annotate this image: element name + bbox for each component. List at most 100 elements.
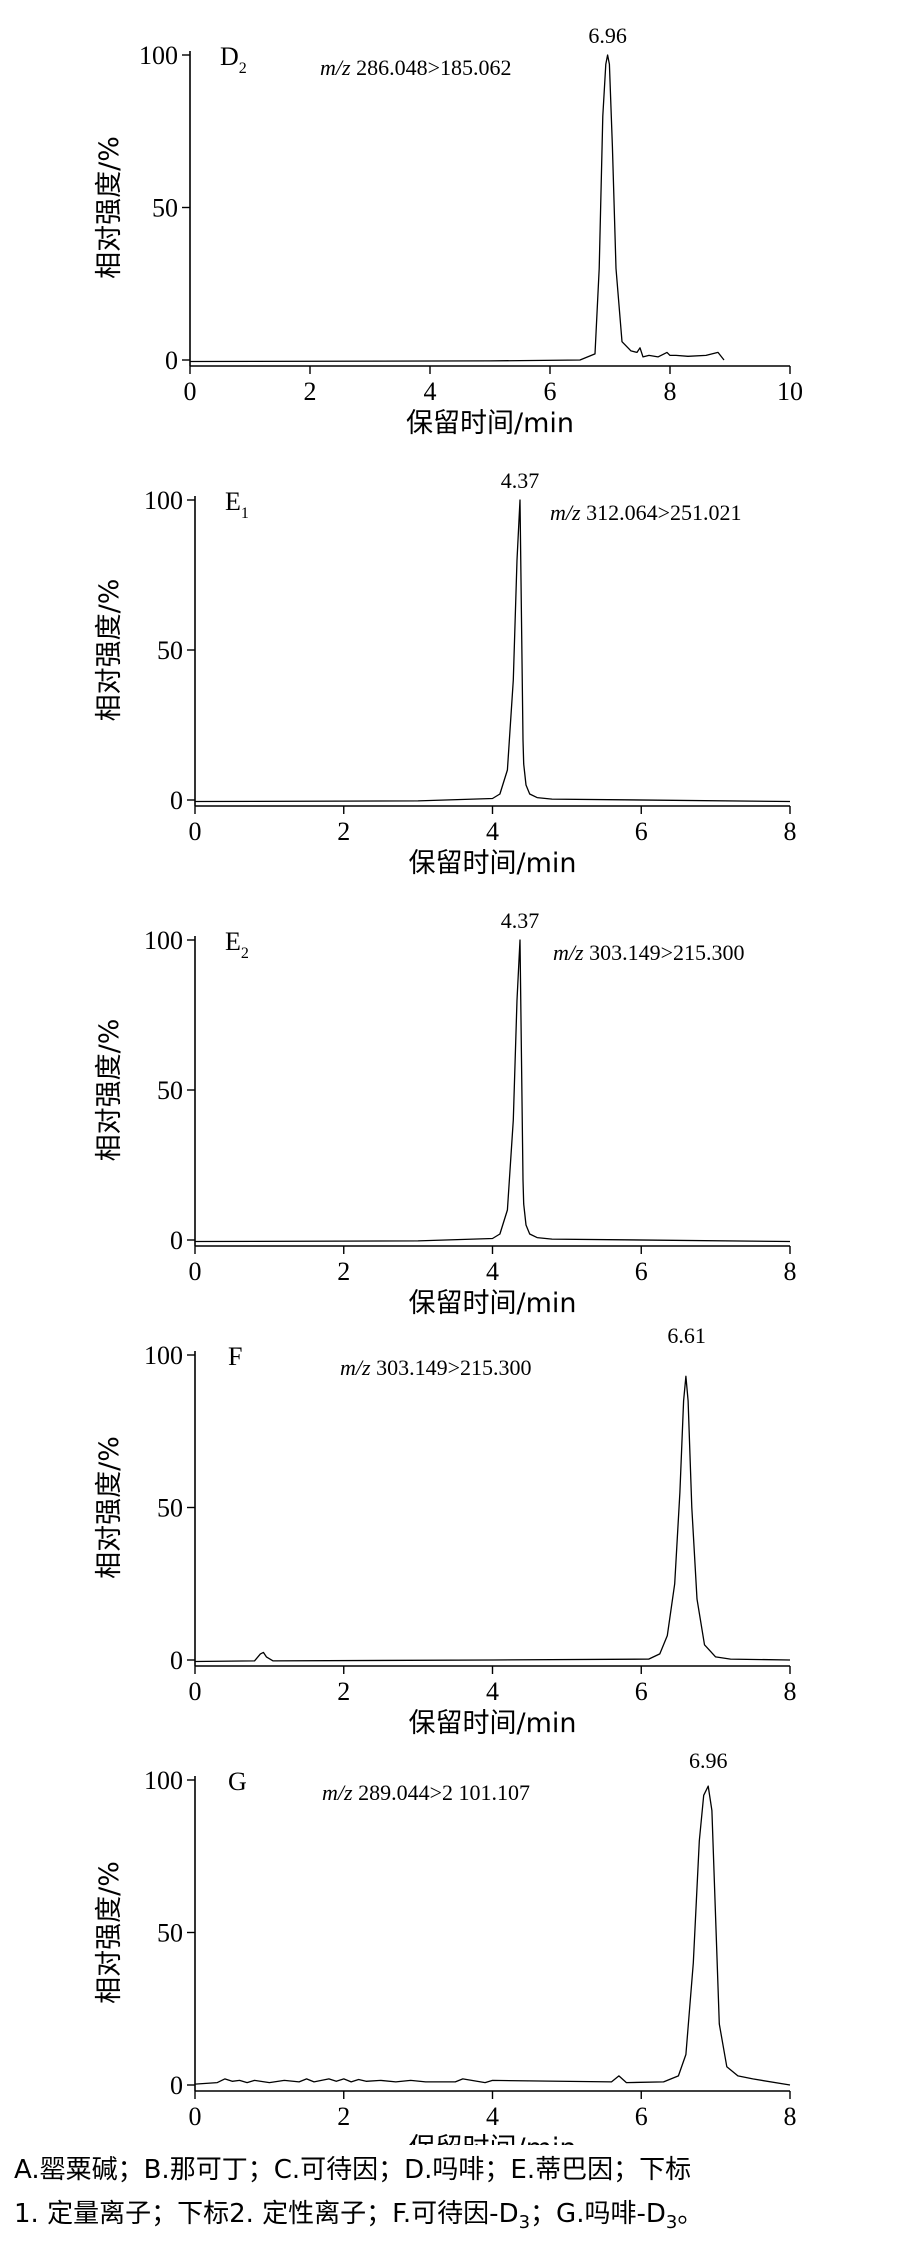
mz-transition: 286.048>185.062 (351, 55, 512, 80)
chromatogram-panel-3: 0 50 100 0 2 4 6 8 保留时间/min 相对强度/% E2 m/z 303.149>2… (0, 880, 910, 1325)
mz-transition: 289.044>2 101.107 (353, 1780, 530, 1805)
y-axis-label: 相对强度/% (94, 1436, 125, 1579)
peak-label: 6.96 (689, 1748, 728, 1773)
y-tick-label: 100 (139, 41, 178, 70)
x-tick-label: 0 (189, 1677, 202, 1706)
x-tick-label: 2 (304, 377, 317, 406)
transition-label: m/z 303.149>215.300 (553, 940, 744, 965)
peak-label: 6.96 (588, 23, 627, 48)
chromatogram-trace (194, 499, 791, 803)
mz-prefix: m/z (322, 1780, 353, 1805)
chromatogram-panel-2: 0 50 100 0 2 4 6 8 保留时间/min 相对强度/% E1 m/z 312.064>2… (0, 440, 910, 885)
panel-label-subscript: 2 (239, 60, 247, 77)
x-tick-label: 4 (486, 1677, 499, 1706)
mz-transition: 303.149>215.300 (371, 1355, 532, 1380)
mz-transition: 312.064>251.021 (581, 500, 742, 525)
y-tick-label: 50 (152, 194, 178, 223)
x-tick-label: 6 (635, 1677, 648, 1706)
x-tick-label: 2 (337, 817, 350, 846)
y-tick-label: 50 (157, 1076, 183, 1105)
y-axis-label: 相对强度/% (94, 579, 125, 722)
y-tick-label: 0 (165, 346, 178, 375)
caption-line-2-part-b: ；G.吗啡-D (530, 2199, 666, 2229)
x-tick-label: 4 (486, 1257, 499, 1286)
panel-label-main: E (225, 487, 241, 516)
panel-label: G (228, 1767, 247, 1796)
panel-label: E1 (225, 487, 249, 522)
figure-caption: A.罂粟碱；B.那可丁；C.可待因；D.吗啡；E.蒂巴因；下标 1. 定量离子；… (14, 2148, 894, 2245)
transition-label: m/z 286.048>185.062 (320, 55, 511, 80)
x-axis-label: 保留时间/min (408, 1288, 576, 1319)
x-tick-label: 0 (189, 817, 202, 846)
mz-prefix: m/z (320, 55, 351, 80)
x-tick-label: 8 (784, 1257, 797, 1286)
mz-prefix: m/z (550, 500, 581, 525)
x-tick-label: 0 (189, 1257, 202, 1286)
chromatogram-trace (194, 1375, 791, 1663)
y-tick-label: 0 (170, 1646, 183, 1675)
y-tick-label: 50 (157, 1494, 183, 1523)
y-tick-label: 50 (157, 1919, 183, 1948)
x-tick-label: 10 (777, 377, 803, 406)
x-axis-label: 保留时间/min (408, 2133, 576, 2145)
chromatogram-panel-1: 0 50 100 0 2 4 6 8 10 保留时间/min 相对强度/% D2 m/z 286.048… (0, 0, 910, 435)
peak-label: 6.61 (667, 1323, 706, 1348)
panel-label-subscript: 1 (241, 505, 249, 522)
x-tick-label: 8 (784, 817, 797, 846)
panel-label-main: G (228, 1767, 247, 1796)
y-tick-label: 100 (144, 1341, 183, 1370)
panel-label-main: E (225, 927, 241, 956)
mz-prefix: m/z (553, 940, 584, 965)
y-tick-label: 50 (157, 636, 183, 665)
x-tick-label: 2 (337, 1257, 350, 1286)
x-tick-label: 8 (784, 2102, 797, 2131)
mz-transition: 303.149>215.300 (584, 940, 745, 965)
chromatogram-panel-5: 0 50 100 0 2 4 6 8 保留时间/min 相对强度/% Gm/z 289.044>2 … (0, 1740, 910, 2145)
x-axis-label: 保留时间/min (406, 408, 574, 435)
x-tick-label: 6 (544, 377, 557, 406)
y-tick-label: 0 (170, 1226, 183, 1255)
x-tick-label: 6 (635, 1257, 648, 1286)
panel-label-main: D (220, 42, 239, 71)
x-tick-label: 4 (424, 377, 437, 406)
chart-svg: 0 50 100 0 2 4 6 8 保留时间/min 相对强度/% F m/z 303.149>21… (94, 1323, 797, 1739)
peak-label: 4.37 (501, 908, 540, 933)
chromatogram-trace (194, 939, 791, 1243)
caption-subscript-1: 3 (518, 2212, 531, 2234)
x-axis-label: 保留时间/min (408, 1708, 576, 1739)
chart-svg: 0 50 100 0 2 4 6 8 保留时间/min 相对强度/% E1 m/z 312.064>2… (94, 468, 797, 879)
caption-subscript-2: 3 (665, 2212, 678, 2234)
panel-label: D2 (220, 42, 247, 77)
x-tick-label: 2 (337, 2102, 350, 2131)
panel-label-main: F (228, 1342, 242, 1371)
x-tick-label: 4 (486, 817, 499, 846)
x-tick-label: 0 (184, 377, 197, 406)
y-tick-label: 100 (144, 926, 183, 955)
chart-svg: 0 50 100 0 2 4 6 8 保留时间/min 相对强度/% Gm/z 289.044>2 … (94, 1748, 797, 2145)
x-tick-label: 8 (784, 1677, 797, 1706)
mz-prefix: m/z (340, 1355, 371, 1380)
caption-line-2-part-a: 1. 定量离子；下标2. 定性离子；F.可待因-D (14, 2199, 519, 2229)
panel-label: F (228, 1342, 242, 1371)
x-axis-label: 保留时间/min (408, 848, 576, 879)
transition-label: m/z 303.149>215.300 (340, 1355, 531, 1380)
y-axis-label: 相对强度/% (94, 1019, 125, 1162)
x-tick-label: 6 (635, 2102, 648, 2131)
chromatogram-trace (189, 54, 725, 363)
y-axis-label: 相对强度/% (94, 136, 125, 279)
transition-label: m/z 312.064>251.021 (550, 500, 741, 525)
x-tick-label: 8 (664, 377, 677, 406)
x-tick-label: 0 (189, 2102, 202, 2131)
transition-label: m/z 289.044>2 101.107 (322, 1780, 530, 1805)
y-axis-label: 相对强度/% (94, 1861, 125, 2004)
y-tick-label: 0 (170, 2071, 183, 2100)
panel-label: E2 (225, 927, 249, 962)
x-tick-label: 6 (635, 817, 648, 846)
y-tick-label: 0 (170, 786, 183, 815)
caption-line-1: A.罂粟碱；B.那可丁；C.可待因；D.吗啡；E.蒂巴因；下标 (14, 2155, 692, 2185)
y-tick-label: 100 (144, 1766, 183, 1795)
y-tick-label: 100 (144, 486, 183, 515)
panel-label-subscript: 2 (241, 945, 249, 962)
